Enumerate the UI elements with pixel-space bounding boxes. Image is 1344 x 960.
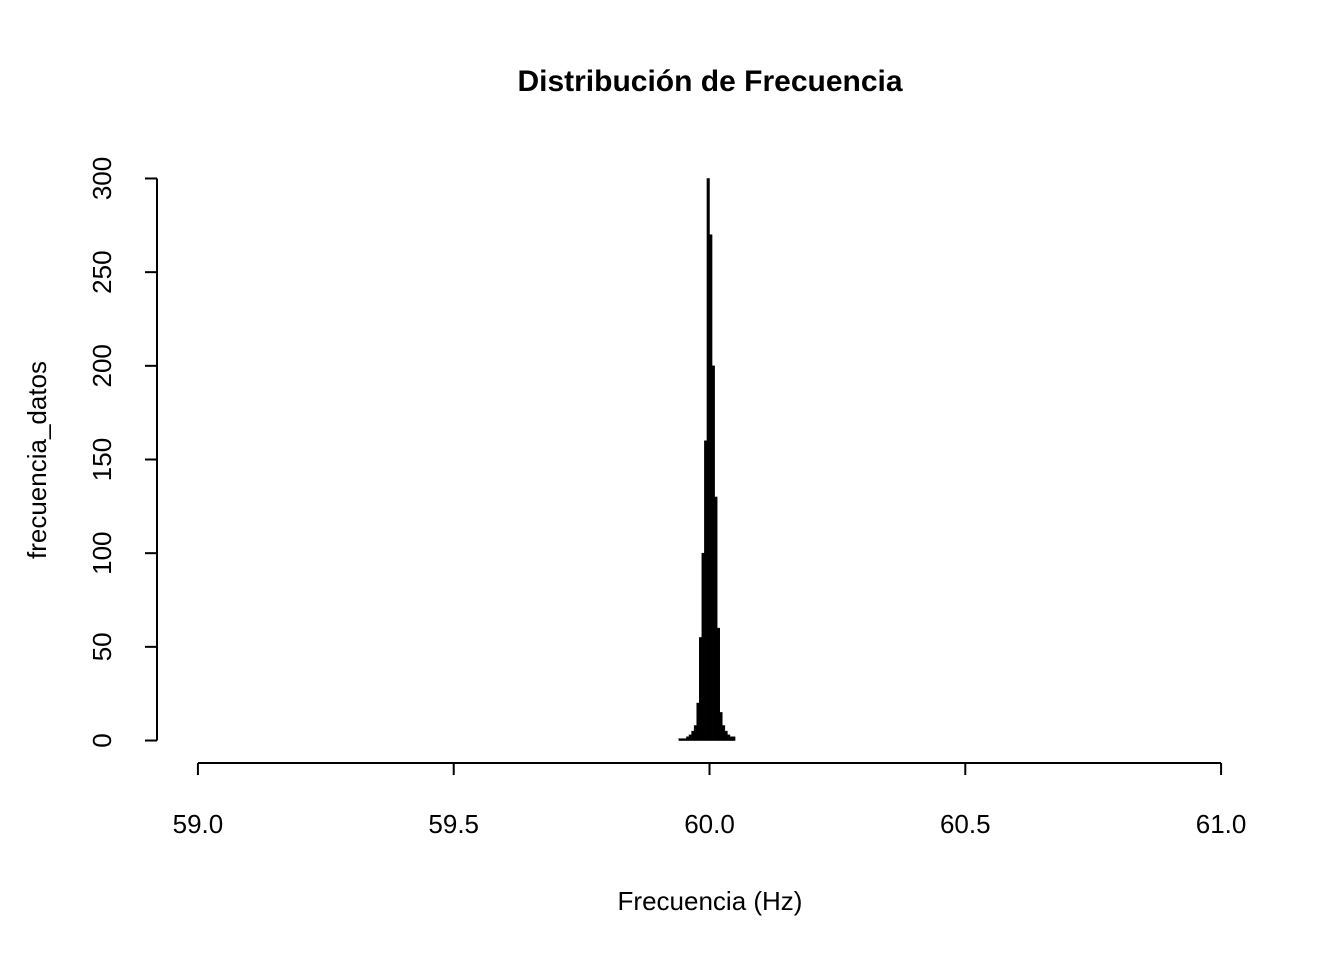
x-tick-label: 61.0 bbox=[1196, 809, 1247, 839]
bar bbox=[693, 725, 697, 741]
x-tick-label: 59.0 bbox=[173, 809, 224, 839]
bar bbox=[716, 627, 720, 741]
bar bbox=[691, 730, 695, 741]
y-axis-label: frecuencia_datos bbox=[22, 361, 52, 559]
bar bbox=[714, 496, 718, 741]
x-axis-label: Frecuencia (Hz) bbox=[618, 886, 803, 916]
bar bbox=[701, 552, 705, 741]
bar bbox=[732, 736, 736, 741]
x-tick-label: 59.5 bbox=[428, 809, 479, 839]
bar bbox=[699, 637, 703, 741]
bar bbox=[704, 440, 708, 741]
bar bbox=[727, 734, 731, 741]
x-tick-label: 60.5 bbox=[940, 809, 991, 839]
bar bbox=[678, 738, 682, 741]
bar bbox=[706, 178, 710, 741]
bar bbox=[724, 730, 728, 741]
bar bbox=[681, 738, 685, 741]
bar bbox=[696, 702, 700, 741]
y-tick-label: 300 bbox=[87, 157, 117, 200]
bar bbox=[719, 712, 723, 741]
chart-title: Distribución de Frecuencia bbox=[517, 65, 902, 98]
y-tick-label: 50 bbox=[87, 632, 117, 661]
bar bbox=[729, 736, 733, 741]
bar bbox=[688, 734, 692, 741]
x-tick-label: 60.0 bbox=[684, 809, 735, 839]
bar bbox=[686, 736, 690, 741]
bar bbox=[711, 365, 715, 741]
y-tick-label: 0 bbox=[87, 733, 117, 747]
y-tick-label: 150 bbox=[87, 438, 117, 481]
bar bbox=[722, 725, 726, 741]
bar bbox=[683, 738, 687, 741]
y-tick-label: 200 bbox=[87, 344, 117, 387]
y-tick-label: 250 bbox=[87, 250, 117, 293]
bar bbox=[709, 234, 713, 741]
y-tick-label: 100 bbox=[87, 531, 117, 574]
